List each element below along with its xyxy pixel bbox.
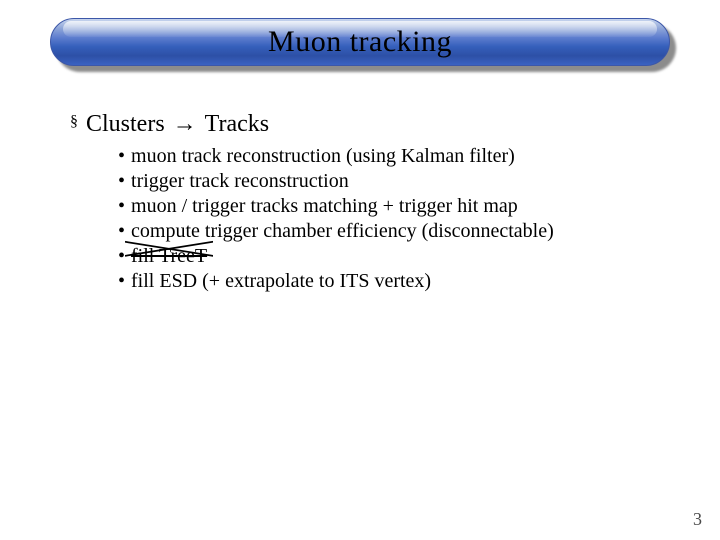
list-item: • trigger track reconstruction [118,169,680,194]
heading-bullet-icon: § [70,113,78,131]
bullet-list: • muon track reconstruction (using Kalma… [118,144,680,294]
bullet-text: fill ESD (+ extrapolate to ITS vertex) [131,269,431,294]
bullet-dot-icon: • [118,244,125,269]
arrow-icon: → [173,110,197,138]
heading-line: § Clusters → Tracks [70,110,680,138]
heading-right: Tracks [205,111,269,138]
bullet-dot-icon: • [118,144,125,169]
bullet-text: compute trigger chamber efficiency (disc… [131,219,554,244]
content-area: § Clusters → Tracks • muon track reconst… [70,110,680,294]
heading-left: Clusters [86,111,165,138]
title-pill: Muon tracking [50,18,670,66]
bullet-text: trigger track reconstruction [131,169,349,194]
struck-text-container: fill TreeT [131,244,207,269]
list-item: • fill ESD (+ extrapolate to ITS vertex) [118,269,680,294]
slide-title: Muon tracking [268,25,452,59]
bullet-text: fill TreeT [131,245,207,267]
list-item: • muon track reconstruction (using Kalma… [118,144,680,169]
page-number: 3 [693,509,702,530]
list-item: • compute trigger chamber efficiency (di… [118,219,680,244]
bullet-dot-icon: • [118,194,125,219]
bullet-dot-icon: • [118,269,125,294]
bullet-dot-icon: • [118,219,125,244]
bullet-text: muon / trigger tracks matching + trigger… [131,194,518,219]
bullet-text: muon track reconstruction (using Kalman … [131,144,515,169]
slide: Muon tracking § Clusters → Tracks • muon… [0,0,720,540]
list-item-struck: • fill TreeT [118,244,680,269]
bullet-dot-icon: • [118,169,125,194]
list-item: • muon / trigger tracks matching + trigg… [118,194,680,219]
title-container: Muon tracking [50,18,670,66]
